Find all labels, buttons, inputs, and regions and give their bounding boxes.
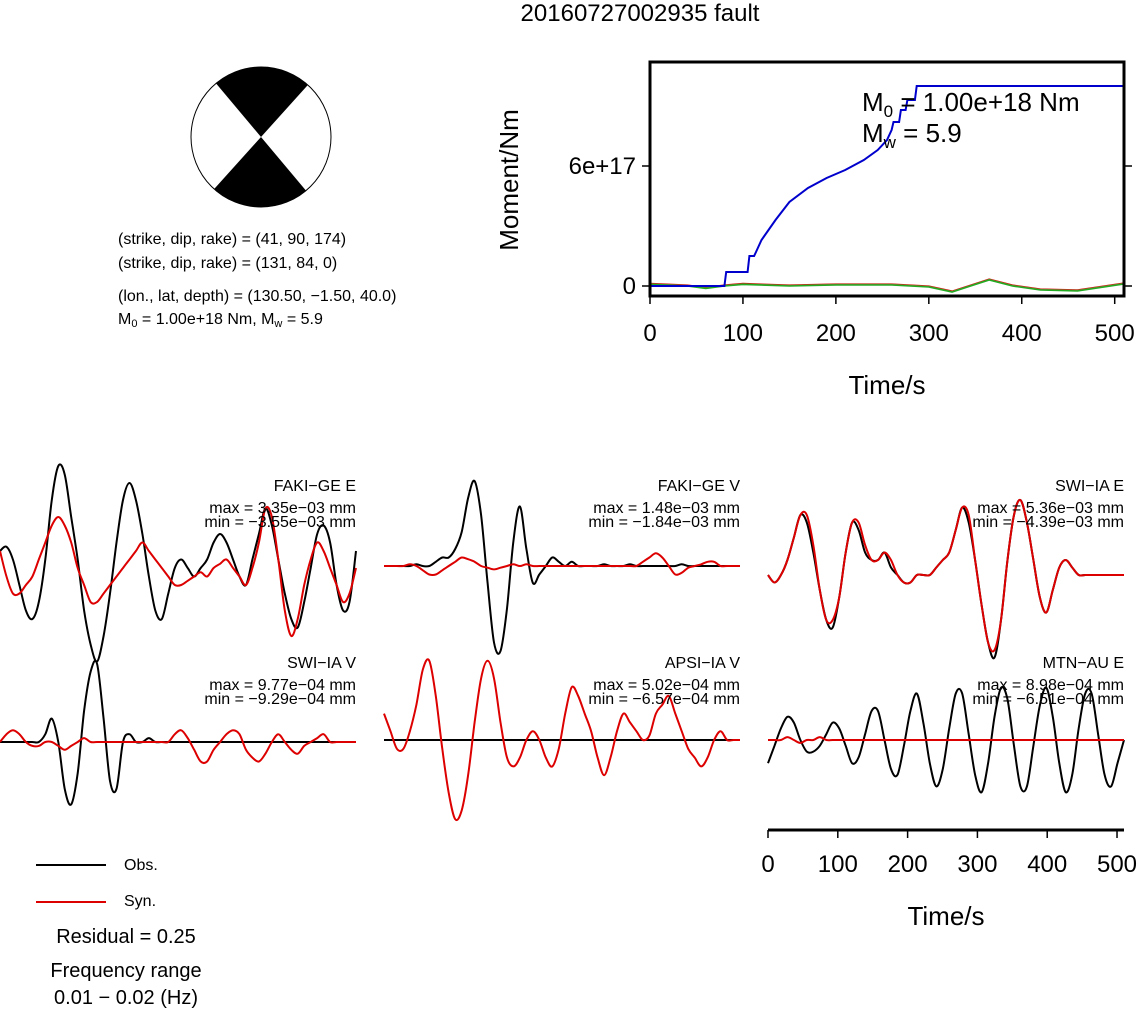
moment-plot-frame — [648, 60, 1126, 298]
moment-x-tick-label: 400 — [1002, 320, 1042, 347]
frequency-value: 0.01 − 0.02 (Hz) — [54, 987, 198, 1009]
trace-x-axis-label: Time/s — [907, 901, 984, 931]
moment-chart: 0 100 200 300 400 500 0 6e+17 Time/s Moment/Nm M0 … — [494, 60, 1135, 400]
location-text: (lon., lat, depth) = (130.50, −1.50, 40.… — [118, 288, 397, 305]
trace-x-tick-label: 200 — [888, 851, 928, 878]
trace-min-label: min = −3.55e−03 mm — [204, 514, 356, 531]
moment-text: M0 = 1.00e+18 Nm, Mw = 5.9 — [118, 311, 323, 330]
trace-x-tick-label: 500 — [1097, 851, 1137, 878]
m0-mid: = 1.00e+18 Nm, M — [137, 311, 275, 328]
moment-mw-annotation: Mw = 5.9 — [862, 118, 962, 152]
trace-station-label: FAKI−GE E — [273, 478, 356, 495]
trace-x-tick-label: 300 — [957, 851, 997, 878]
trace-station-label: SWI−IA V — [287, 655, 356, 672]
moment-y-tick-label: 0 — [623, 273, 636, 300]
moment-y-tick-label: 6e+17 — [569, 153, 636, 180]
trace-station-label: APSI−IA V — [664, 655, 740, 672]
trace-station-label: FAKI−GE V — [657, 478, 740, 495]
moment-x-axis-label: Time/s — [848, 370, 925, 400]
trace-station-label: SWI−IA E — [1055, 478, 1124, 495]
trace-min-label: min = −4.39e−03 mm — [972, 514, 1124, 531]
trace-max-label: max = 5.36e−03 mm — [977, 500, 1124, 517]
trace-max-label: max = 3.35e−03 mm — [209, 500, 356, 517]
trace-obs-line — [0, 463, 357, 663]
focal-mechanism-beachball — [190, 66, 332, 208]
trace-syn-line — [383, 552, 740, 577]
moment-series-line — [649, 279, 1125, 293]
moment-m0-annotation: M0 = 1.00e+18 Nm — [862, 87, 1080, 121]
trace-station-label: MTN−AU E — [1042, 655, 1124, 672]
moment-x-tick-label: 500 — [1095, 320, 1135, 347]
trace-min-label: min = −9.29e−04 mm — [204, 691, 356, 708]
mw-sub: w — [274, 318, 283, 330]
trace-syn-line — [0, 505, 357, 638]
trace-max-label: max = 9.77e−04 mm — [209, 677, 356, 694]
beachball-compression-top — [216, 66, 308, 137]
trace-syn-line — [0, 729, 356, 764]
moment-x-tick-label: 0 — [643, 320, 656, 347]
trace-min-label: min = −6.51e−04 mm — [972, 691, 1124, 708]
frequency-title: Frequency range — [50, 960, 202, 982]
trace-syn-line — [767, 736, 1124, 744]
trace-min-label: min = −6.57e−04 mm — [588, 691, 740, 708]
legend-obs-label: Obs. — [124, 857, 158, 874]
moment-series-line — [650, 85, 1124, 287]
trace-max-label: max = 5.02e−04 mm — [593, 677, 740, 694]
moment-x-tick-label: 200 — [816, 320, 856, 347]
trace-x-tick-label: 0 — [761, 851, 774, 878]
nodal-plane-2: (strike, dip, rake) = (131, 84, 0) — [118, 255, 338, 272]
legend-lines — [36, 864, 106, 903]
m0-prefix: M — [118, 311, 132, 328]
trace-min-label: min = −1.84e−03 mm — [588, 514, 740, 531]
moment-y-axis-label: Moment/Nm — [494, 109, 524, 251]
residual-text: Residual = 0.25 — [56, 926, 196, 948]
legend-syn-label: Syn. — [124, 893, 157, 910]
trace-obs-line — [383, 479, 740, 655]
trace-x-tick-label: 400 — [1027, 851, 1067, 878]
trace-max-label: max = 1.48e−03 mm — [593, 500, 740, 517]
trace-max-label: max = 8.98e−04 mm — [977, 677, 1124, 694]
trace-syn-line — [383, 658, 740, 822]
moment-x-tick-label: 100 — [723, 320, 763, 347]
trace-syn-line — [767, 498, 1124, 653]
trace-x-tick-label: 100 — [818, 851, 858, 878]
page-title: 20160727002935 fault — [520, 0, 760, 27]
m0-sub: 0 — [131, 318, 138, 330]
trace-obs-line — [767, 686, 1125, 794]
beachball-compression-bottom — [214, 137, 306, 207]
nodal-plane-1: (strike, dip, rake) = (41, 90, 174) — [118, 231, 347, 248]
mw-value: = 5.9 — [282, 311, 323, 328]
moment-x-tick-label: 300 — [909, 320, 949, 347]
